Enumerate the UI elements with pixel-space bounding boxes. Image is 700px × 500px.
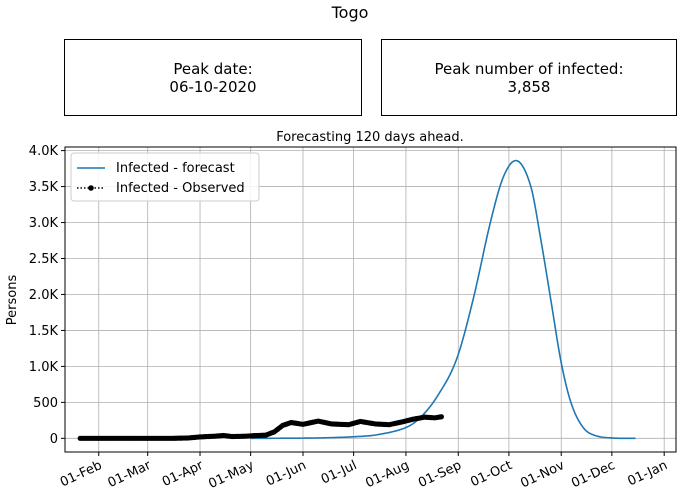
x-tick-label: 01-Oct [468,458,514,490]
legend-observed-label: Infected - Observed [116,181,245,196]
x-tick-label: 01-Dec [569,458,617,491]
x-tick-label: 01-Jul [319,458,359,488]
observed-point [438,414,444,420]
y-tick-label: 500 [33,396,58,411]
observed-line [80,416,442,440]
peak-infected-label: Peak number of infected: [434,59,624,78]
y-axis-label: Persons [5,275,20,326]
plot-frame [64,146,677,453]
y-tick-label: 0 [50,432,58,447]
y-tick-label: 2.0K [29,288,59,303]
x-tick-label: 01-Sep [416,458,464,491]
x-tick-label: 01-Apr [160,458,206,490]
peak-infected-box: Peak number of infected: 3,858 [381,39,677,116]
y-tick-label: 2.5K [29,252,59,267]
x-tick-label: 01-Feb [58,458,104,490]
y-tick-label: 1.5K [29,324,59,339]
y-tick-label: 1.0K [29,360,59,375]
x-tick-label: 01-Jan [625,458,669,489]
legend-observed-marker [88,185,94,191]
peak-date-label: Peak date: [173,59,253,78]
peak-date-value: 06-10-2020 [169,77,257,96]
legend-forecast-label: Infected - forecast [116,161,235,176]
forecast-line [250,159,636,440]
chart-title: Forecasting 120 days ahead. [276,130,464,145]
peak-date-box: Peak date: 06-10-2020 [64,39,362,116]
series-layer [77,159,636,441]
page-title: Togo [331,3,369,22]
peak-infected-value: 3,858 [507,77,551,96]
x-tick-label: 01-Jun [264,458,309,489]
x-tick-label: 01-Mar [106,458,154,491]
legend: Infected - forecast Infected - Observed [70,152,260,202]
x-tick-label: 01-Aug [363,458,411,491]
y-tick-label: 3.5K [29,180,59,195]
legend-box [70,152,260,202]
y-tick-label: 4.0K [29,144,59,159]
y-tick-label: 3.0K [29,216,59,231]
x-tick-label: 01-May [206,458,256,492]
x-tick-label: 01-Nov [518,458,567,491]
